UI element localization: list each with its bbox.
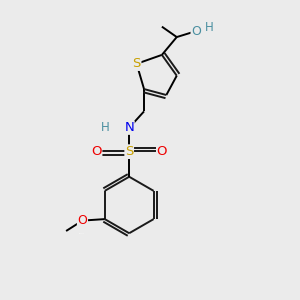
Text: O: O <box>77 214 87 227</box>
Text: O: O <box>191 25 201 38</box>
Text: S: S <box>132 57 141 70</box>
Text: methoxy: methoxy <box>78 232 85 234</box>
Text: N: N <box>124 121 134 134</box>
Text: H: H <box>101 121 110 134</box>
Text: O: O <box>91 145 102 158</box>
Text: O: O <box>157 145 167 158</box>
Text: H: H <box>205 21 214 34</box>
Text: S: S <box>125 145 134 158</box>
